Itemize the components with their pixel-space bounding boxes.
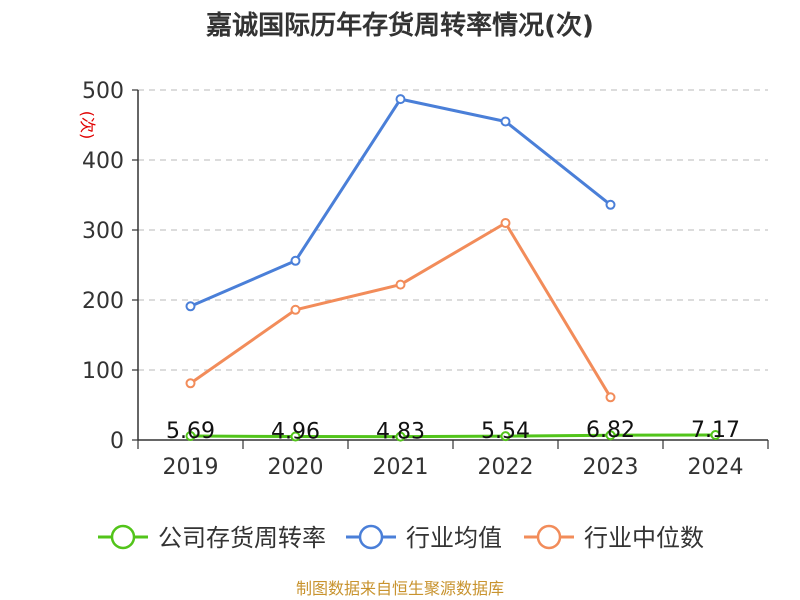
x-tick-label: 2024: [688, 455, 744, 480]
data-point: [185, 431, 196, 442]
y-tick-label: 400: [82, 149, 124, 174]
data-label: 6.82: [586, 418, 635, 443]
legend-marker: [536, 524, 562, 550]
data-point: [185, 378, 196, 389]
axes: 0 100 200 300 400 500 2019 2020 2021 2022 2023 2024: [82, 79, 769, 480]
series-line-0: [190, 433, 716, 439]
data-point: [500, 116, 511, 127]
x-tick-label: 2019: [163, 455, 219, 480]
legend-item[interactable]: 行业均值: [346, 524, 502, 552]
data-point: [710, 429, 721, 440]
y-tick-label: 100: [82, 359, 124, 384]
x-tick-label: 2020: [268, 455, 324, 480]
y-tick-label: 0: [110, 429, 124, 454]
data-point: [395, 279, 406, 290]
data-point: [605, 199, 616, 210]
source-note: 制图数据来自恒生聚源数据库: [296, 579, 504, 598]
data-point: [500, 218, 511, 228]
x-tick-label: 2023: [583, 455, 639, 480]
chart-title: 嘉诚国际历年存货周转率情况(次): [206, 10, 594, 41]
legend-marker: [358, 524, 384, 550]
data-point: [395, 94, 406, 105]
series: [185, 94, 721, 442]
data-point: [605, 430, 616, 441]
y-axis-label: (次): [78, 111, 97, 140]
y-tick-label: 300: [82, 219, 124, 244]
x-tick-label: 2021: [373, 455, 429, 480]
grid: [138, 89, 768, 371]
legend-item[interactable]: 行业中位数: [524, 524, 704, 552]
data-point: [395, 431, 406, 442]
data-point: [290, 431, 301, 442]
data-point: [185, 301, 196, 312]
data-point: [605, 392, 616, 403]
legend-label: 行业中位数: [584, 524, 704, 552]
legend-item[interactable]: 公司存货周转率: [98, 524, 326, 552]
y-tick-label: 200: [82, 289, 124, 314]
data-point: [290, 255, 301, 266]
data-label: 5.54: [481, 419, 530, 444]
data-point: [500, 431, 511, 442]
data-label: 4.96: [271, 420, 320, 445]
data-label: 4.83: [376, 420, 425, 445]
data-label: 7.17: [691, 418, 740, 443]
series-line-2: [189, 221, 612, 399]
series-line-1: [189, 97, 612, 308]
legend-label: 公司存货周转率: [158, 524, 326, 552]
x-tick-label: 2022: [478, 455, 534, 480]
data-label: 5.69: [166, 419, 215, 444]
y-tick-label: 500: [82, 79, 124, 104]
data-point: [290, 304, 301, 315]
legend-marker: [110, 524, 136, 550]
data-labels: 5.69 4.96 4.83 5.54 6.82 7.17: [166, 418, 740, 445]
legend[interactable]: 公司存货周转率 行业均值 行业中位数: [98, 524, 704, 552]
legend-label: 行业均值: [406, 524, 502, 552]
